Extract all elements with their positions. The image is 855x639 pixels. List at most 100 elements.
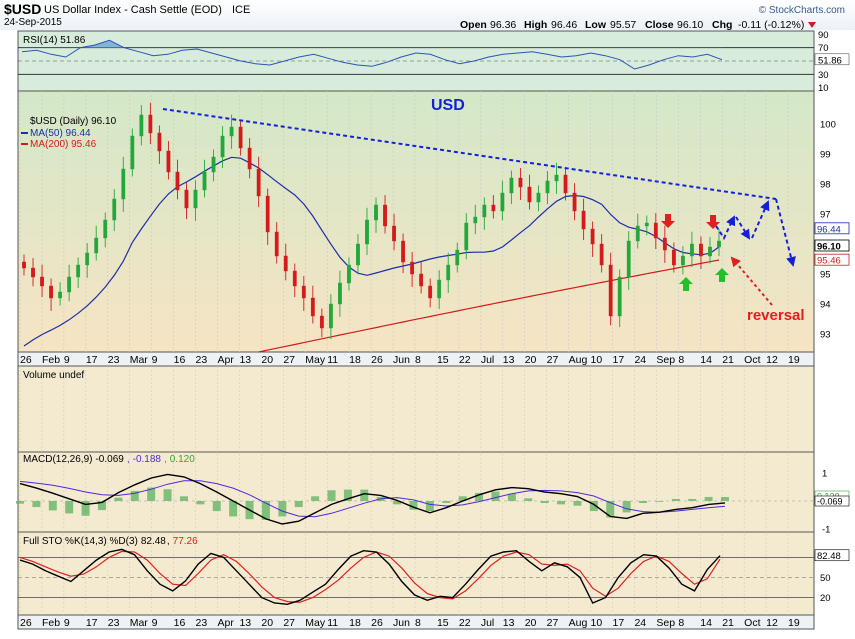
date-tick-label: 27 bbox=[283, 354, 295, 366]
macd-histogram-bar bbox=[229, 501, 238, 517]
date-tick-label-bottom: 12 bbox=[766, 617, 778, 629]
macd-tag-box bbox=[814, 495, 850, 507]
macd-histogram-bar bbox=[65, 501, 74, 514]
green-up-arrow-icon bbox=[679, 277, 693, 291]
candle-body bbox=[690, 243, 694, 257]
date-tick-label-bottom: 26 bbox=[371, 617, 383, 629]
candle-body bbox=[49, 285, 53, 299]
date-tick-label: May bbox=[305, 354, 326, 366]
macd-histogram-bar bbox=[343, 489, 352, 501]
candle-body bbox=[446, 264, 451, 281]
candle-body bbox=[383, 204, 387, 227]
date-tick-label-bottom: 17 bbox=[613, 617, 625, 629]
rsi-tick-label: 30 bbox=[818, 70, 829, 81]
rsi-tick-label: 10 bbox=[818, 83, 829, 94]
candle-body bbox=[220, 135, 225, 158]
candle-body bbox=[491, 204, 496, 212]
macd-histogram-bar bbox=[671, 498, 680, 501]
high-label: High bbox=[524, 19, 547, 31]
date-tick-label: 26 bbox=[371, 354, 383, 366]
date-tick-label-bottom: 14 bbox=[700, 617, 712, 629]
candle-body bbox=[347, 264, 351, 284]
date-tick-label: 20 bbox=[261, 354, 273, 366]
date-tick-label: 9 bbox=[152, 354, 158, 366]
price-tick-label: 100 bbox=[820, 120, 836, 131]
macd-histogram-bar bbox=[114, 497, 123, 501]
macd-histogram-bar bbox=[688, 498, 697, 501]
date-tick-label: 12 bbox=[766, 354, 778, 366]
candle-body bbox=[699, 243, 703, 257]
candle-body bbox=[554, 174, 559, 182]
candle-body bbox=[356, 243, 360, 266]
date-tick-label-bottom: 22 bbox=[459, 617, 471, 629]
rsi-tick-label: 90 bbox=[818, 30, 829, 41]
date-tick-label-bottom: Aug bbox=[569, 617, 588, 629]
candle-body bbox=[202, 171, 207, 191]
date-tick-label: 13 bbox=[239, 354, 251, 366]
candle-body bbox=[139, 114, 144, 137]
date-tick-label-bottom: Oct bbox=[744, 617, 760, 629]
macd-histogram-bar bbox=[294, 501, 303, 508]
date-tick-label: 16 bbox=[174, 354, 186, 366]
candle-body bbox=[717, 240, 721, 248]
price-tick-label: 93 bbox=[820, 330, 831, 341]
date-tick-label-bottom: Sep bbox=[656, 617, 675, 629]
red-down-arrow-icon bbox=[706, 215, 720, 229]
candle-body bbox=[166, 150, 171, 173]
price-panel bbox=[17, 90, 815, 353]
macd-histogram-bar bbox=[196, 501, 205, 505]
date-tick-label-bottom: 26 bbox=[20, 617, 32, 629]
macd-line bbox=[19, 473, 726, 525]
candle-body bbox=[473, 216, 478, 224]
rsi-tick-label: 70 bbox=[818, 43, 829, 54]
candle-body bbox=[193, 189, 198, 209]
macd-histogram-bar bbox=[81, 501, 90, 516]
chart-date: 24-Sep-2015 bbox=[4, 17, 62, 28]
date-tick-label-bottom: 8 bbox=[415, 617, 421, 629]
candle-body bbox=[635, 225, 640, 242]
candle-body bbox=[85, 252, 90, 266]
high-value: 96.46 bbox=[551, 19, 577, 31]
price-tag: 95.46 bbox=[817, 256, 841, 267]
date-tick-label: 22 bbox=[459, 354, 471, 366]
candle-body bbox=[301, 285, 306, 299]
macd-histogram-bar bbox=[704, 496, 713, 501]
date-tick-label: 19 bbox=[788, 354, 800, 366]
ma50-line bbox=[23, 156, 720, 347]
candle-body bbox=[572, 192, 577, 212]
candle-body bbox=[58, 291, 63, 299]
macd-histogram-bar bbox=[212, 501, 221, 512]
chart-symbol: $USD bbox=[4, 1, 41, 17]
close-value: 96.10 bbox=[677, 19, 703, 31]
low-value: 95.57 bbox=[610, 19, 636, 31]
candle-body bbox=[40, 276, 44, 287]
price-tick-label: 99 bbox=[820, 150, 831, 161]
date-tick-label-bottom: Apr bbox=[218, 617, 235, 629]
date-tick-label-bottom: Mar bbox=[130, 617, 149, 629]
candle-body bbox=[31, 267, 35, 278]
date-tick-label: 20 bbox=[525, 354, 537, 366]
date-tick-label-bottom: 20 bbox=[525, 617, 537, 629]
sto-last-tag: 82.48 bbox=[817, 551, 841, 562]
candle-body bbox=[374, 204, 378, 221]
macd-histogram-bar bbox=[32, 501, 41, 508]
candle-body bbox=[328, 303, 333, 329]
macd-signal-line bbox=[19, 480, 726, 518]
volume-panel bbox=[17, 365, 815, 453]
price-tag-box bbox=[814, 253, 850, 266]
date-tick-label: 21 bbox=[722, 354, 734, 366]
date-tick-label: 8 bbox=[678, 354, 684, 366]
macd-histogram-bar bbox=[507, 493, 516, 501]
volume-label: Volume undef bbox=[23, 370, 84, 381]
date-tick-label: 10 bbox=[591, 354, 603, 366]
macd-histogram-bar bbox=[311, 496, 320, 501]
candle-body bbox=[365, 219, 369, 245]
date-tick-label: 23 bbox=[108, 354, 120, 366]
candle-body bbox=[292, 270, 297, 287]
date-tick-label: 15 bbox=[437, 354, 449, 366]
macd-histogram-bar bbox=[163, 489, 172, 501]
macd-histogram-bar bbox=[261, 501, 270, 520]
date-tick-label-bottom: 13 bbox=[503, 617, 515, 629]
low-label: Low bbox=[585, 19, 607, 31]
